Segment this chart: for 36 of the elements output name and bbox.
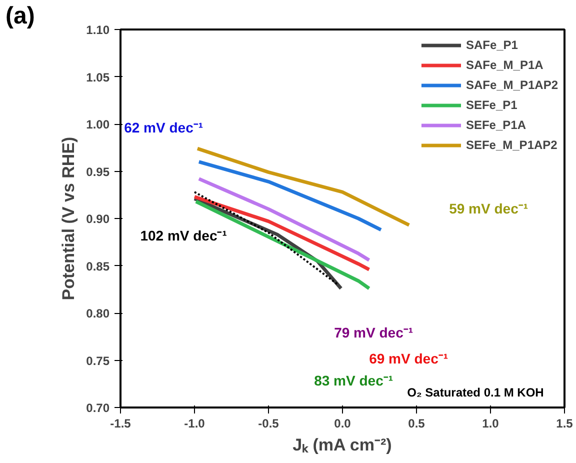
annotation: 83 mV dec⁻¹ xyxy=(314,372,394,388)
annotation: 79 mV dec⁻¹ xyxy=(334,324,414,340)
x-tick-label: -1.5 xyxy=(110,416,132,430)
y-tick-label: 0.95 xyxy=(86,164,110,179)
annotation: 59 mV dec⁻¹ xyxy=(449,200,528,216)
x-tick-label: -1.0 xyxy=(184,416,206,430)
legend-label: SAFe_M_P1A xyxy=(466,58,544,72)
y-tick-label: 0.80 xyxy=(86,306,110,320)
line-series xyxy=(194,200,371,290)
y-tick-label: 1.00 xyxy=(86,118,110,132)
x-tick-label: 1.0 xyxy=(482,416,500,430)
y-tick-label: 0.75 xyxy=(86,354,110,368)
legend-label: SEFe_P1 xyxy=(466,98,518,112)
legend-label: SEFe_M_P1AP2 xyxy=(466,138,558,152)
line-series xyxy=(192,195,371,272)
annotation: 102 mV dec⁻¹ xyxy=(140,228,228,244)
line-series xyxy=(196,146,411,227)
y-tick-label: 1.10 xyxy=(86,23,110,37)
y-axis-title: Potential (V vs RHE) xyxy=(59,136,78,300)
annotation: 69 mV dec⁻¹ xyxy=(369,350,448,366)
x-tick-label: 1.5 xyxy=(556,416,574,430)
y-tick-label: 0.90 xyxy=(86,212,110,226)
legend-label: SAFe_M_P1AP2 xyxy=(466,78,558,92)
y-tick-label: 0.70 xyxy=(86,401,110,415)
legend-label: SAFe_P1 xyxy=(466,38,518,52)
annotation: 62 mV dec⁻¹ xyxy=(124,120,204,136)
x-tick-label: 0.5 xyxy=(408,416,426,430)
text: (a) xyxy=(6,2,35,30)
x-axis-title: Jₖ (mA cm⁻²) xyxy=(292,436,392,454)
x-tick-label: -0.5 xyxy=(258,416,280,430)
x-tick-label: 0.0 xyxy=(334,416,352,430)
y-tick-label: 0.85 xyxy=(86,259,110,274)
annotation: O₂ Saturated 0.1 M KOH xyxy=(407,386,544,400)
legend-label: SEFe_P1A xyxy=(466,118,526,132)
line-series xyxy=(197,160,383,232)
y-tick-label: 1.05 xyxy=(86,70,110,84)
